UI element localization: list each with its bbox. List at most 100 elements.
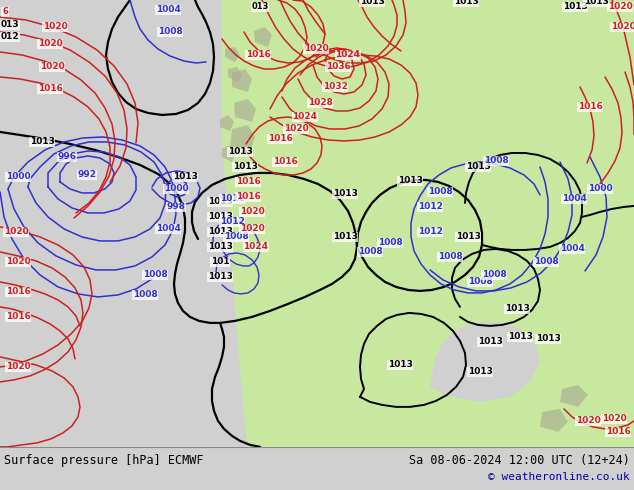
Text: 1000: 1000	[588, 184, 612, 194]
Polygon shape	[430, 322, 540, 402]
Text: 1020: 1020	[304, 45, 328, 53]
Text: 1028: 1028	[307, 98, 332, 107]
Text: 996: 996	[58, 152, 77, 162]
Polygon shape	[0, 0, 248, 447]
Text: 1013: 1013	[207, 213, 233, 221]
Text: © weatheronline.co.uk: © weatheronline.co.uk	[488, 472, 630, 482]
Text: 1013: 1013	[583, 0, 609, 6]
Text: 1008: 1008	[224, 232, 249, 242]
Text: 1024: 1024	[292, 113, 318, 122]
Text: 1013: 1013	[453, 0, 479, 6]
Polygon shape	[540, 409, 568, 432]
Text: 1013: 1013	[207, 243, 233, 251]
Text: 1020: 1020	[37, 40, 62, 49]
Text: 1008: 1008	[358, 247, 382, 256]
Text: 013: 013	[1, 21, 19, 29]
Text: 1013: 1013	[387, 361, 413, 369]
Text: 1000: 1000	[164, 184, 188, 194]
Polygon shape	[0, 0, 222, 447]
Text: Surface pressure [hPa] ECMWF: Surface pressure [hPa] ECMWF	[4, 454, 204, 467]
Polygon shape	[228, 67, 242, 82]
Polygon shape	[234, 99, 256, 122]
Text: 1012: 1012	[418, 227, 443, 237]
Text: 1000: 1000	[6, 172, 30, 181]
Text: 1008: 1008	[158, 27, 183, 36]
Text: 1008: 1008	[437, 252, 462, 262]
Text: 1016: 1016	[236, 177, 261, 187]
Text: 1013: 1013	[30, 138, 55, 147]
Text: 1020: 1020	[4, 227, 29, 237]
Text: 1008: 1008	[143, 270, 167, 279]
Text: 1013: 1013	[233, 163, 257, 172]
Text: 1013: 1013	[207, 272, 233, 281]
Text: 1008: 1008	[468, 277, 493, 287]
Text: 1013: 1013	[398, 176, 422, 185]
Text: 1020: 1020	[607, 2, 632, 11]
Text: 1020: 1020	[576, 416, 600, 425]
Text: 1013: 1013	[207, 197, 233, 206]
Text: 1008: 1008	[484, 156, 508, 166]
Polygon shape	[222, 145, 236, 162]
Text: 1004: 1004	[155, 5, 181, 15]
Text: 1020: 1020	[240, 207, 264, 217]
Text: 1013: 1013	[456, 232, 481, 242]
Text: 1020: 1020	[42, 23, 67, 31]
Text: 1013: 1013	[228, 147, 252, 156]
Text: 1013: 1013	[536, 334, 560, 343]
Polygon shape	[220, 115, 234, 131]
Text: 992: 992	[77, 171, 96, 179]
Text: 1013: 1013	[333, 232, 358, 242]
Text: 1013: 1013	[172, 172, 197, 181]
Text: 1008: 1008	[133, 291, 157, 299]
Text: 1016: 1016	[6, 313, 30, 321]
Text: 1013: 1013	[465, 163, 491, 172]
Polygon shape	[232, 69, 252, 92]
Text: 1036: 1036	[326, 63, 351, 72]
Text: 1013: 1013	[359, 0, 384, 6]
Text: 1020: 1020	[611, 23, 634, 31]
Text: 1013: 1013	[207, 227, 233, 237]
Text: 1020: 1020	[240, 224, 264, 233]
Text: 1020: 1020	[6, 363, 30, 371]
Text: 1013: 1013	[505, 304, 529, 314]
Text: 1012: 1012	[219, 195, 245, 203]
Text: 1008: 1008	[534, 257, 559, 267]
Text: 1004: 1004	[155, 224, 181, 233]
Text: 1016: 1016	[268, 134, 292, 144]
Text: 998: 998	[167, 202, 186, 212]
Text: 1013: 1013	[477, 338, 502, 346]
Text: 1008: 1008	[378, 239, 403, 247]
Text: 1016: 1016	[605, 427, 630, 437]
Text: 1013: 1013	[508, 332, 533, 342]
Polygon shape	[222, 0, 634, 447]
Text: 1016: 1016	[6, 288, 30, 296]
Text: 1016: 1016	[236, 193, 261, 201]
Polygon shape	[560, 385, 588, 407]
Text: 1024: 1024	[335, 50, 361, 59]
Text: Sa 08-06-2024 12:00 UTC (12+24): Sa 08-06-2024 12:00 UTC (12+24)	[409, 454, 630, 467]
Text: 1024: 1024	[243, 243, 269, 251]
Text: 1032: 1032	[323, 82, 347, 92]
Text: 013: 013	[251, 2, 269, 11]
Polygon shape	[225, 47, 240, 62]
Text: 1020: 1020	[39, 63, 65, 72]
Text: 1016: 1016	[578, 102, 602, 111]
Text: 1020: 1020	[283, 124, 308, 133]
Polygon shape	[254, 27, 272, 47]
Text: 1012: 1012	[418, 202, 443, 212]
Text: 1016: 1016	[273, 157, 297, 167]
Text: 1008: 1008	[482, 270, 507, 279]
Text: 1013: 1013	[467, 368, 493, 376]
Text: 1012: 1012	[219, 218, 245, 226]
Text: 1004: 1004	[560, 245, 585, 253]
Text: 1013: 1013	[562, 2, 588, 11]
Text: 1016: 1016	[245, 50, 271, 59]
Text: 1013: 1013	[333, 190, 358, 198]
Text: 1020: 1020	[6, 257, 30, 267]
Text: 1008: 1008	[427, 188, 453, 196]
Text: 012: 012	[1, 32, 19, 42]
Text: 101: 101	[210, 257, 230, 267]
Text: 1004: 1004	[562, 195, 586, 203]
Text: 1016: 1016	[37, 84, 62, 94]
Text: 1020: 1020	[602, 415, 626, 423]
